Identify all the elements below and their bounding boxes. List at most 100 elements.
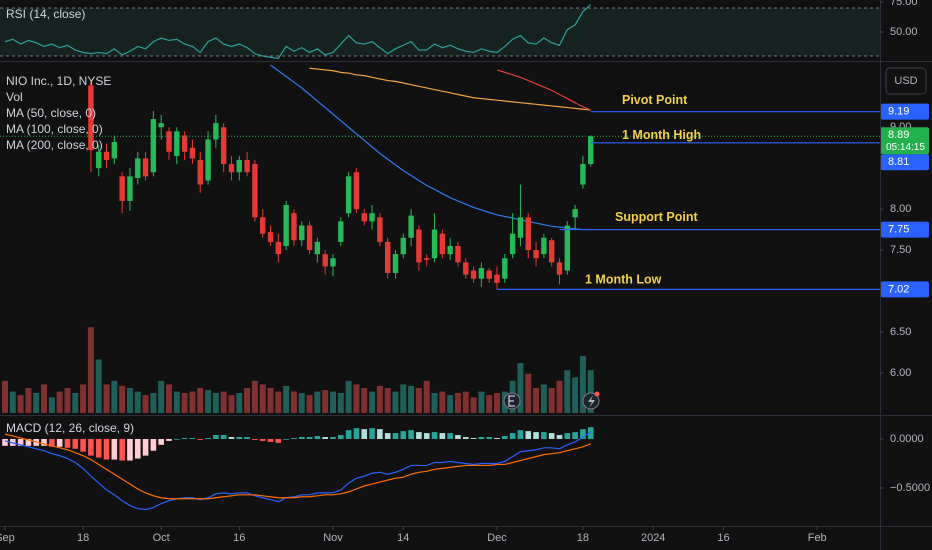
macd-histogram-bar <box>345 430 352 439</box>
volume-bar <box>533 388 540 413</box>
countdown: 05:14:15 <box>886 142 925 153</box>
macd-histogram-bar <box>502 436 508 439</box>
volume-bar <box>197 388 204 413</box>
macd-histogram-bar <box>408 430 414 439</box>
volume-bar <box>142 395 149 413</box>
volume-bar <box>587 370 594 413</box>
macd-histogram-bar <box>174 438 180 440</box>
candle-body <box>541 237 547 255</box>
candle-body <box>424 258 430 260</box>
macd-histogram-bar <box>361 429 368 439</box>
x-tick-label: Nov <box>323 532 343 544</box>
macd-histogram-bar <box>134 438 141 459</box>
candle-body <box>517 217 524 238</box>
volume-bar <box>9 391 16 413</box>
candle-body <box>369 213 375 222</box>
y-tick-label: 6.00 <box>890 367 911 379</box>
volume-bar <box>56 391 63 413</box>
macd-histogram-bar <box>291 437 297 439</box>
candle-body <box>306 225 313 251</box>
candle-body <box>181 135 188 152</box>
candle-body <box>291 213 297 241</box>
macd-histogram-bar <box>17 438 24 446</box>
earnings-icon[interactable] <box>503 392 521 410</box>
candle-body <box>88 85 94 151</box>
volume-bar <box>298 393 305 413</box>
volume-bar <box>64 388 71 413</box>
candle-body <box>564 225 570 271</box>
currency-box[interactable] <box>885 67 927 95</box>
rsi-line <box>4 3 592 60</box>
candle-body <box>205 139 211 181</box>
macd-histogram-bar <box>275 438 282 443</box>
candle-body <box>416 229 422 263</box>
rsi-pane <box>0 3 880 60</box>
candle-body <box>588 136 594 165</box>
macd-histogram-bar <box>564 433 571 439</box>
volume-bar <box>259 384 266 413</box>
volume-bar <box>251 380 258 413</box>
volume-bar <box>41 384 48 413</box>
candle-body <box>353 172 360 210</box>
macd-histogram-bar <box>158 438 164 445</box>
macd-histogram-bar <box>236 437 243 439</box>
volume-bar <box>322 390 329 413</box>
x-tick-label: 18 <box>577 532 589 544</box>
y-tick-label: 0.0000 <box>890 433 924 445</box>
macd-histogram-bar <box>49 438 55 447</box>
macd-histogram-bar <box>306 437 313 439</box>
currency[interactable]: USD <box>894 75 917 87</box>
volume-bar <box>267 388 274 413</box>
candle-body <box>322 254 328 267</box>
price-line-axis-box <box>881 281 929 298</box>
volume-bar <box>556 380 563 413</box>
currency-button[interactable]: USD <box>885 67 927 95</box>
volume-bar <box>478 391 485 413</box>
candle-body <box>509 233 516 255</box>
volume-bar <box>111 380 118 413</box>
x-tick-label: Dec <box>487 532 507 544</box>
volume-bar <box>181 393 188 413</box>
macd-histogram-bar <box>517 430 524 439</box>
macd-histogram-bar <box>533 432 539 439</box>
y-tick-label: −0.5000 <box>890 482 930 494</box>
candle-body <box>447 245 453 255</box>
candle-body <box>166 131 172 152</box>
volume-bar <box>517 363 524 413</box>
volume-bar <box>228 395 235 413</box>
macd-histogram-bar <box>64 438 71 448</box>
volume-bar <box>173 391 180 413</box>
macd-histogram-bar <box>283 438 289 440</box>
ma-legend: MA (100, close, 0) <box>6 122 103 136</box>
macd-histogram-bar <box>377 429 383 439</box>
volume-bar <box>579 355 586 413</box>
volume-bar <box>415 388 422 413</box>
macd-histogram-bar <box>314 436 321 439</box>
volume-bar <box>439 391 446 413</box>
y-tick-label: 8.00 <box>890 203 911 215</box>
volume-bar <box>1 380 8 413</box>
volume-bar <box>236 393 243 413</box>
volume-bar <box>525 373 532 413</box>
event-icon[interactable] <box>582 391 600 410</box>
candle-body <box>135 158 141 178</box>
candle-body <box>299 225 305 241</box>
macd-histogram-bar <box>556 435 563 439</box>
candle-body <box>236 159 242 173</box>
volume-bar <box>275 391 282 413</box>
macd-histogram-bar <box>80 438 86 452</box>
macd-histogram-bar <box>416 432 422 439</box>
candle-body <box>345 176 352 214</box>
volume-bar <box>150 393 157 413</box>
volume-bar <box>25 388 32 413</box>
macd-histogram-bar <box>494 437 500 439</box>
x-tick-label: Sep <box>0 532 15 544</box>
candle-body <box>494 274 500 283</box>
macd-histogram-bar <box>259 438 266 441</box>
ma-legend: MA (50, close, 0) <box>6 106 96 120</box>
macd-histogram-bar <box>353 428 360 439</box>
volume-bar <box>166 384 173 413</box>
macd-histogram-bar <box>580 429 586 439</box>
macd-histogram-bar <box>2 438 8 446</box>
price-line-label: 1 Month High <box>622 128 701 142</box>
